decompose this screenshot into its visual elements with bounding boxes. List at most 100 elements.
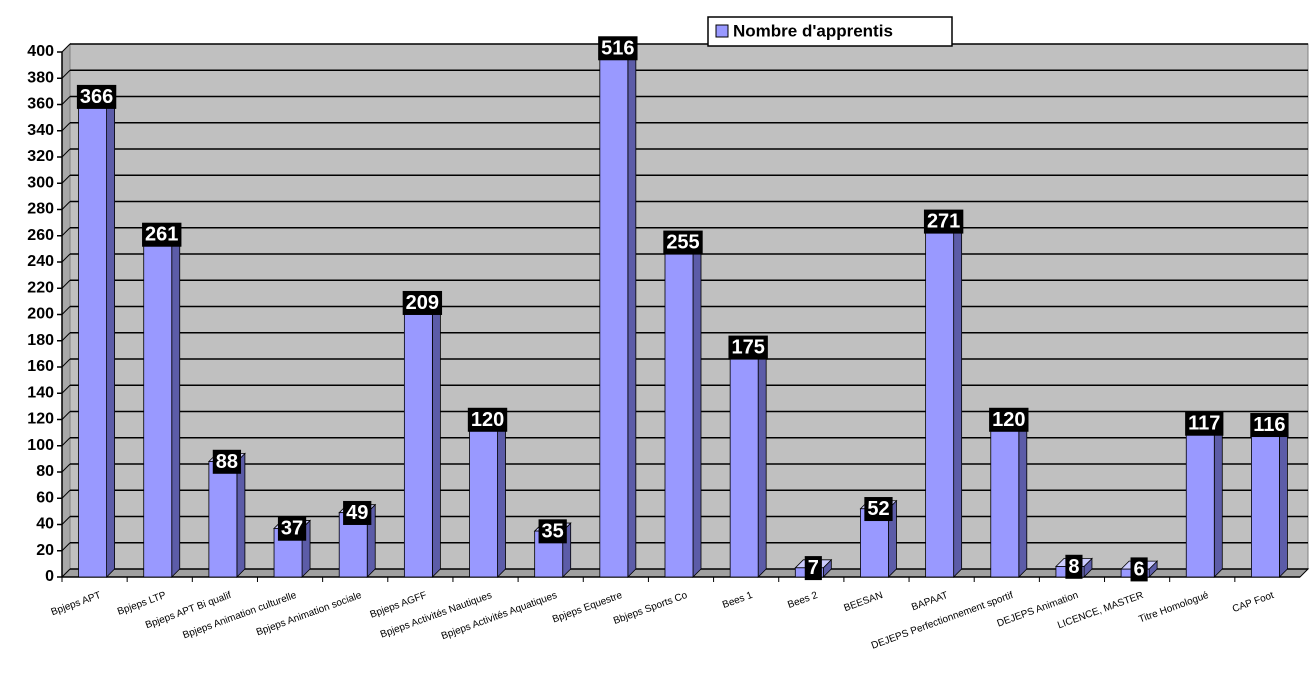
value-label-bg xyxy=(467,407,508,432)
bar-front xyxy=(925,220,955,578)
x-tick-label: BEESAN xyxy=(843,590,885,614)
value-label: 271 xyxy=(927,211,960,233)
value-label: 516 xyxy=(601,37,634,59)
value-label: 120 xyxy=(992,409,1025,431)
bar-front xyxy=(599,44,629,578)
bar-side xyxy=(1018,410,1028,578)
x-tick-label: Bbjeps Sports Co xyxy=(612,590,689,627)
grid-line xyxy=(61,437,71,447)
x-tick-label: Bpjeps Activités Aquatiques xyxy=(440,590,559,642)
value-label: 7 xyxy=(808,557,819,579)
value-label-bg xyxy=(142,222,182,247)
grid-line xyxy=(61,227,71,237)
y-tick-label: 160 xyxy=(27,358,54,375)
bar xyxy=(77,87,116,578)
bar-side xyxy=(1213,414,1223,578)
grid-line xyxy=(61,542,71,552)
grid-line xyxy=(61,174,71,184)
bar-side xyxy=(627,44,637,578)
grid-line xyxy=(61,489,71,499)
x-tick-label: Bpjeps APT xyxy=(50,590,103,618)
y-tick-label: 140 xyxy=(27,384,54,401)
value-label: 117 xyxy=(1188,413,1220,435)
value-label-bg xyxy=(598,36,638,61)
bar xyxy=(989,410,1028,578)
value-label: 88 xyxy=(216,451,238,473)
bar xyxy=(1185,414,1224,578)
y-tick-label: 120 xyxy=(27,411,54,428)
bar-side xyxy=(497,410,506,578)
bar-front xyxy=(469,419,498,578)
bar-front xyxy=(1185,423,1215,578)
value-label-bg xyxy=(402,290,443,315)
grid-line xyxy=(61,279,71,289)
legend xyxy=(707,16,953,47)
y-tick-label: 400 xyxy=(27,43,54,60)
y-tick-label: 60 xyxy=(36,489,54,506)
bar-side xyxy=(431,293,441,578)
grid-line xyxy=(61,332,71,342)
bar-front xyxy=(729,346,759,578)
value-label: 209 xyxy=(406,292,439,314)
x-tick-label: Bpjeps Activités Nautiques xyxy=(379,590,493,641)
value-label-bg xyxy=(923,209,964,234)
value-label: 116 xyxy=(1253,414,1285,436)
bar-front xyxy=(143,234,173,578)
value-label-bg xyxy=(1130,557,1148,582)
x-tick-label: Bees 2 xyxy=(786,590,819,611)
y-tick-label: 220 xyxy=(27,279,54,296)
bar xyxy=(664,233,702,578)
bar xyxy=(729,338,768,578)
bar xyxy=(142,225,181,578)
value-label-bg xyxy=(1250,413,1289,438)
value-label: 120 xyxy=(471,409,504,431)
value-label-bg xyxy=(864,497,893,522)
value-label-bg xyxy=(663,230,703,255)
value-label-bg xyxy=(76,84,117,109)
bar-side xyxy=(953,212,963,578)
grid-line xyxy=(61,96,71,105)
y-tick-label: 300 xyxy=(27,174,54,191)
x-tick-label: CAP Foot xyxy=(1231,590,1276,615)
bar-side xyxy=(106,87,115,578)
bar xyxy=(207,452,246,578)
value-label: 37 xyxy=(281,518,303,540)
y-tick-label: 20 xyxy=(36,542,54,559)
y-tick-label: 260 xyxy=(27,227,54,244)
value-label: 261 xyxy=(145,224,178,246)
bar xyxy=(403,293,442,578)
bar-front xyxy=(78,96,107,578)
bar-front xyxy=(990,419,1020,578)
value-label-bg xyxy=(1185,411,1224,436)
y-tick-label: 240 xyxy=(27,253,54,270)
grid-line xyxy=(61,358,71,368)
value-label: 35 xyxy=(542,520,564,542)
bar xyxy=(1250,415,1289,578)
grid-line xyxy=(61,411,71,420)
x-tick-label: Bpjeps Animation culturelle xyxy=(181,590,298,642)
value-label-bg xyxy=(989,407,1029,432)
y-tick-label: 180 xyxy=(27,332,54,349)
value-label: 8 xyxy=(1068,556,1079,578)
bar-front xyxy=(208,461,238,578)
value-label-bg xyxy=(728,335,768,360)
bar-front xyxy=(664,241,694,578)
grid-line xyxy=(61,201,71,210)
grid-line xyxy=(61,306,71,315)
value-label: 49 xyxy=(346,502,368,524)
legend-label: Nombre d'apprentis xyxy=(733,21,893,40)
x-tick-label: Bpjeps LTP xyxy=(116,590,168,618)
bar-side xyxy=(171,225,181,578)
bar xyxy=(924,212,963,578)
x-tick-label: Titre Homologué xyxy=(1137,590,1210,626)
y-tick-label: 100 xyxy=(27,437,54,454)
value-label-bg xyxy=(538,519,567,544)
y-tick-label: 320 xyxy=(27,148,54,165)
x-tick-label: Bpjeps Animation sociale xyxy=(255,590,364,639)
value-label: 255 xyxy=(666,232,699,254)
y-tick-label: 40 xyxy=(36,516,54,533)
grid-line xyxy=(61,568,71,578)
y-tick-label: 200 xyxy=(27,306,54,323)
value-label-bg xyxy=(277,516,307,541)
